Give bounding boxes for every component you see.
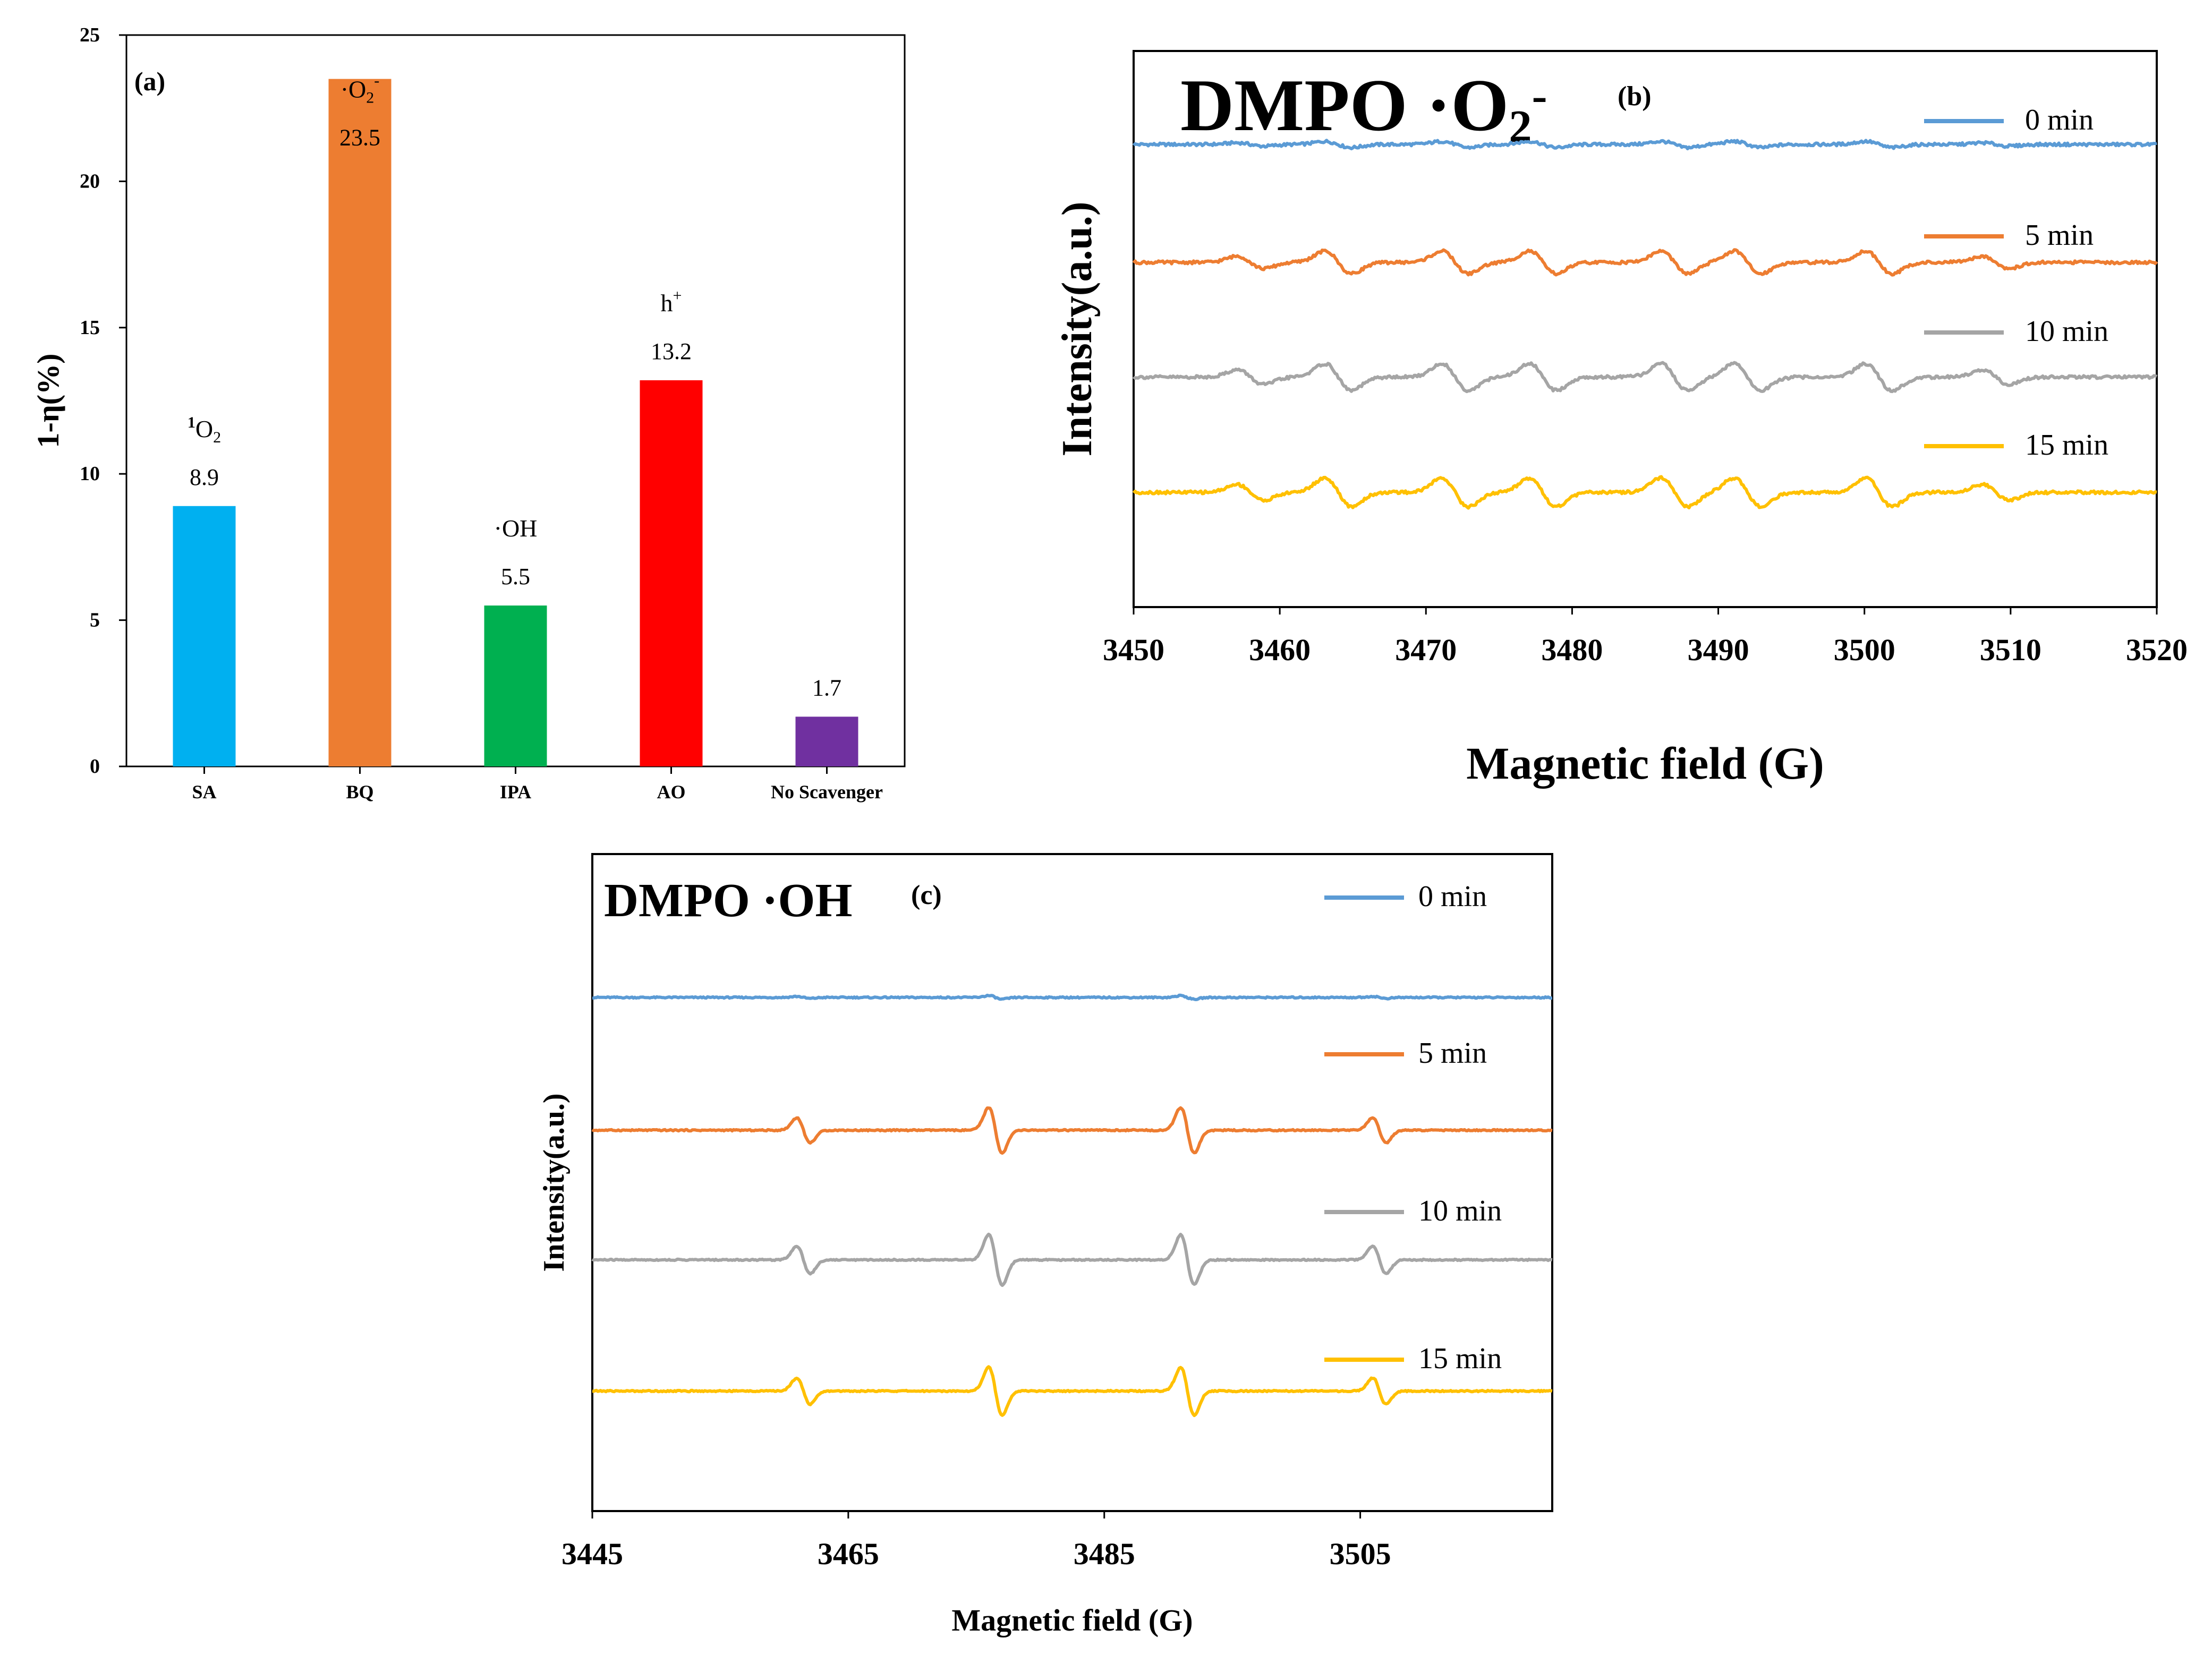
- series-line-10-min: [1132, 361, 2158, 394]
- series-line-5-min: [591, 1106, 1553, 1155]
- panel-label: (a): [134, 66, 165, 96]
- x-tick-label: No Scavenger: [771, 781, 883, 803]
- plot-frame: [1133, 50, 2158, 608]
- species-pre: 1: [188, 414, 195, 431]
- species-label: 1O2: [188, 414, 221, 446]
- species-sup: -: [374, 72, 379, 90]
- title-main: DMPO ·OH: [604, 874, 852, 927]
- y-tick-label: 5: [90, 609, 100, 632]
- legend-entry: 5 min: [2025, 219, 2094, 252]
- species-main: h: [661, 289, 673, 317]
- legend-entry: 15 min: [2025, 429, 2108, 462]
- data-label: 13.2: [651, 338, 692, 364]
- y-tick-label: 25: [80, 24, 100, 46]
- x-axis-label: Magnetic field (G): [951, 1603, 1193, 1637]
- species-sub: 2: [213, 429, 221, 446]
- series-line-15-min: [1132, 475, 2157, 510]
- x-tick-label: 3465: [818, 1537, 879, 1571]
- x-tick-label: 3445: [561, 1537, 623, 1571]
- x-tick-label: 3460: [1249, 633, 1311, 667]
- x-tick-label: 3450: [1103, 633, 1164, 667]
- species-label: ·O2-: [341, 72, 380, 107]
- x-tick-label: 3480: [1541, 633, 1603, 667]
- title-sup: -: [1532, 70, 1547, 121]
- legend-entry: 5 min: [1418, 1037, 1487, 1070]
- species-main: O: [195, 415, 213, 442]
- y-axis-label: Intensity(a.u.): [538, 1093, 571, 1272]
- y-tick-label: 15: [80, 317, 100, 339]
- panel-label: (b): [1618, 81, 1652, 112]
- bar-ao: [640, 380, 703, 766]
- data-label: 5.5: [501, 564, 530, 590]
- species-label: ·OH: [494, 515, 538, 542]
- panel-label: (c): [911, 880, 942, 910]
- series-line-10-min: [591, 1232, 1553, 1287]
- x-tick-label: 3500: [1834, 633, 1895, 667]
- bar-sa: [173, 506, 236, 766]
- species-main: OH: [502, 515, 537, 542]
- species-label: h+: [661, 287, 682, 317]
- legend-entry: 10 min: [2025, 315, 2108, 348]
- series-line-15-min: [592, 1365, 1553, 1418]
- data-label: 8.9: [190, 464, 219, 490]
- panel-b-epr-superoxide: 3450 3460 3470 3480 3490 3500 3510 3520 Magnetic…: [1054, 50, 2188, 789]
- panel-title: DMPO ·OH: [604, 874, 852, 927]
- title-main: DMPO ·O: [1180, 64, 1509, 147]
- x-tick-label: 3510: [1980, 633, 2041, 667]
- x-tick-label: BQ: [346, 781, 373, 803]
- bar-ipa: [484, 605, 547, 766]
- series-line-0-min: [592, 993, 1553, 1001]
- species-pre: ·: [341, 76, 348, 103]
- legend-entry: 10 min: [1418, 1195, 1502, 1227]
- y-axis-label: 1-η(%): [31, 354, 65, 448]
- legend-entry: 0 min: [2025, 104, 2094, 137]
- x-tick-label: SA: [192, 781, 216, 803]
- series-line-5-min: [1132, 248, 2158, 277]
- x-tick-label: AO: [657, 781, 686, 803]
- y-tick-label: 20: [80, 170, 100, 192]
- bar-bq: [328, 79, 392, 766]
- x-tick-label: 3470: [1395, 633, 1457, 667]
- x-tick-label: 3485: [1074, 1537, 1135, 1571]
- bar-no-scavenger: [795, 716, 858, 766]
- data-label: 1.7: [812, 675, 841, 701]
- legend-entry: 0 min: [1418, 880, 1487, 913]
- data-label: 23.5: [339, 125, 380, 151]
- species-sub: 2: [366, 89, 374, 107]
- x-tick-label: 3505: [1330, 1537, 1391, 1571]
- y-axis-label: Intensity(a.u.): [1054, 201, 1101, 456]
- y-tick-label: 10: [80, 463, 100, 485]
- species-main: O: [348, 76, 366, 103]
- x-tick-label: IPA: [500, 781, 531, 803]
- x-tick-label: 3520: [2126, 633, 2188, 667]
- panel-a-bar-chart: 05101520251-η(%)(a)SA8.91O2BQ23.5·O2-IPA…: [31, 24, 906, 803]
- x-axis-label: Magnetic field (G): [1466, 738, 1824, 789]
- series-line-0-min: [1132, 139, 2157, 150]
- species-sup: +: [673, 287, 682, 304]
- x-tick-label: 3490: [1688, 633, 1749, 667]
- species-pre: ·: [494, 515, 502, 542]
- y-tick-label: 0: [90, 755, 100, 778]
- panel-title: DMPO ·O2-: [1180, 64, 1547, 152]
- plot-frame: [591, 853, 1553, 1512]
- legend-entry: 15 min: [1418, 1342, 1502, 1375]
- panel-c-epr-hydroxyl: 3445 3465 3485 3505 Magnetic field (G) Intens…: [538, 853, 1553, 1637]
